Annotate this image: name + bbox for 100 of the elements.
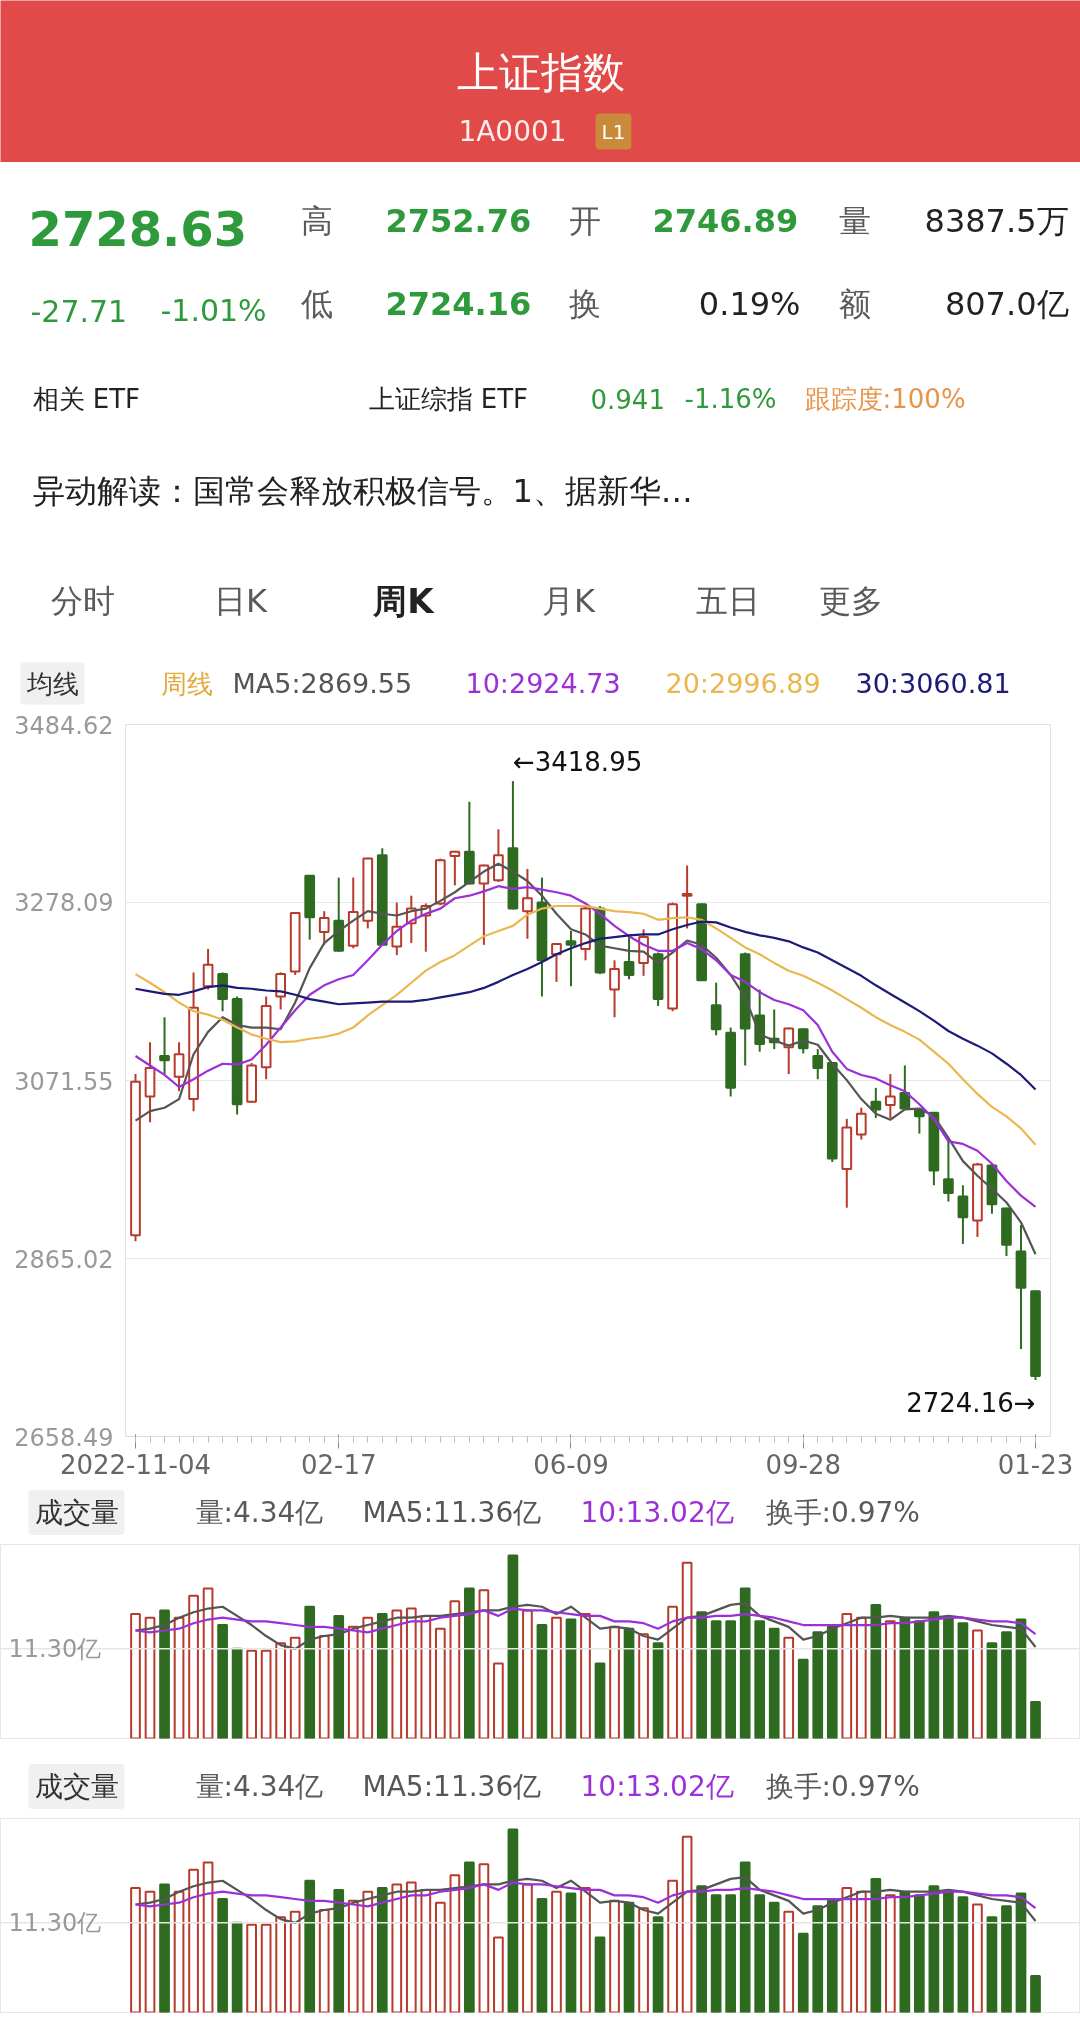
text: 20:2996.89 xyxy=(665,668,821,699)
candlestick xyxy=(943,1139,954,1203)
candlestick xyxy=(159,1016,170,1076)
bar xyxy=(594,1662,606,1739)
bar xyxy=(972,1629,983,1739)
bar xyxy=(754,1620,766,1739)
bar xyxy=(696,1885,707,2013)
bar xyxy=(376,1887,388,2013)
bar xyxy=(217,1624,228,1739)
bar xyxy=(522,1883,533,2013)
bar xyxy=(507,1554,519,1739)
bar xyxy=(231,1921,243,2013)
text: 807.0亿 xyxy=(944,284,1069,323)
text: 异动解读：国常会释放积极信号。1、据新华… xyxy=(32,471,693,510)
bar xyxy=(870,1877,882,2013)
bar xyxy=(536,1624,548,1739)
bar xyxy=(478,1863,490,2013)
text: -1.16% xyxy=(684,383,777,414)
chart-title: 成交量 xyxy=(34,1496,119,1529)
bar xyxy=(565,1892,577,2013)
annotation: ←3418.95 xyxy=(512,747,643,778)
bar xyxy=(275,1916,287,2013)
bar xyxy=(275,1642,287,1739)
text: 换手:0.97% xyxy=(765,1496,920,1529)
bar xyxy=(507,1828,519,2013)
bar xyxy=(202,1861,214,2013)
text: 分时 xyxy=(50,581,115,620)
bar xyxy=(347,1625,359,1739)
bar xyxy=(855,1890,867,2013)
bar xyxy=(768,1627,780,1739)
bar xyxy=(260,1649,272,1739)
bar xyxy=(391,1609,403,1739)
candlestick xyxy=(565,930,577,988)
bar xyxy=(522,1609,533,1739)
text: -1.01% xyxy=(160,293,267,328)
bar xyxy=(667,1879,678,2013)
bar xyxy=(652,1642,664,1739)
bar xyxy=(884,1620,896,1739)
bar xyxy=(420,1614,432,1739)
text: L1 xyxy=(601,119,626,144)
candlestick xyxy=(522,867,533,940)
text: 开 xyxy=(568,201,601,240)
bar xyxy=(609,1625,620,1739)
bar xyxy=(841,1887,853,2013)
bar xyxy=(130,1613,141,1739)
text: 10:2924.73 xyxy=(465,668,621,699)
bar xyxy=(478,1589,490,1739)
bar xyxy=(783,1636,795,1739)
bar xyxy=(754,1894,766,2013)
text: 2728.63 xyxy=(28,201,248,257)
bar xyxy=(246,1923,257,2013)
bar xyxy=(812,1905,824,2013)
bar xyxy=(464,1587,475,1739)
bar xyxy=(434,1901,446,2013)
candlestick xyxy=(870,1086,882,1120)
bar xyxy=(318,1635,330,1739)
candlestick xyxy=(449,849,461,887)
bar xyxy=(957,1622,969,1739)
x-tick-label: 01-23 xyxy=(997,1449,1074,1480)
candlestick xyxy=(391,901,403,957)
bar xyxy=(1001,1905,1012,2013)
bar xyxy=(623,1627,635,1739)
bar xyxy=(638,1633,649,1739)
bar xyxy=(783,1910,795,2013)
text: 高 xyxy=(300,201,333,240)
text: 0.19% xyxy=(698,284,801,323)
candlestick xyxy=(797,1027,809,1055)
ref-line-label: 11.30亿 xyxy=(8,1908,102,1937)
x-tick-label: 2022-11-04 xyxy=(59,1449,212,1480)
bar xyxy=(493,1662,504,1739)
bar xyxy=(536,1898,548,2013)
text: 额 xyxy=(838,284,871,323)
bar xyxy=(159,1609,170,1739)
bar xyxy=(710,1620,722,1739)
text: 量:4.34亿 xyxy=(195,1770,324,1803)
text: 五日 xyxy=(695,581,760,620)
bar xyxy=(405,1881,417,2013)
annotation: 2724.16→ xyxy=(906,1387,1036,1418)
bar xyxy=(914,1620,925,1739)
bar xyxy=(739,1587,751,1739)
bar xyxy=(812,1631,824,1739)
bar xyxy=(957,1896,969,2013)
bar xyxy=(696,1611,707,1739)
bar xyxy=(725,1620,737,1739)
y-tick-label: 2658.49 xyxy=(14,1423,114,1452)
bar xyxy=(681,1561,693,1739)
text: 2746.89 xyxy=(652,202,799,240)
text: 上证综指 ETF xyxy=(368,383,529,414)
bar xyxy=(434,1627,446,1739)
bar xyxy=(855,1616,867,1739)
bar xyxy=(725,1894,737,2013)
candlestick xyxy=(855,1106,867,1141)
bar xyxy=(986,1642,998,1739)
text: 量:4.34亿 xyxy=(195,1496,324,1529)
bar xyxy=(289,1910,301,2013)
line-series xyxy=(134,920,1037,1091)
line-series xyxy=(134,862,1037,1256)
text: 2724.16 xyxy=(385,285,532,323)
text: 换 xyxy=(568,284,601,323)
bar xyxy=(333,1614,345,1739)
